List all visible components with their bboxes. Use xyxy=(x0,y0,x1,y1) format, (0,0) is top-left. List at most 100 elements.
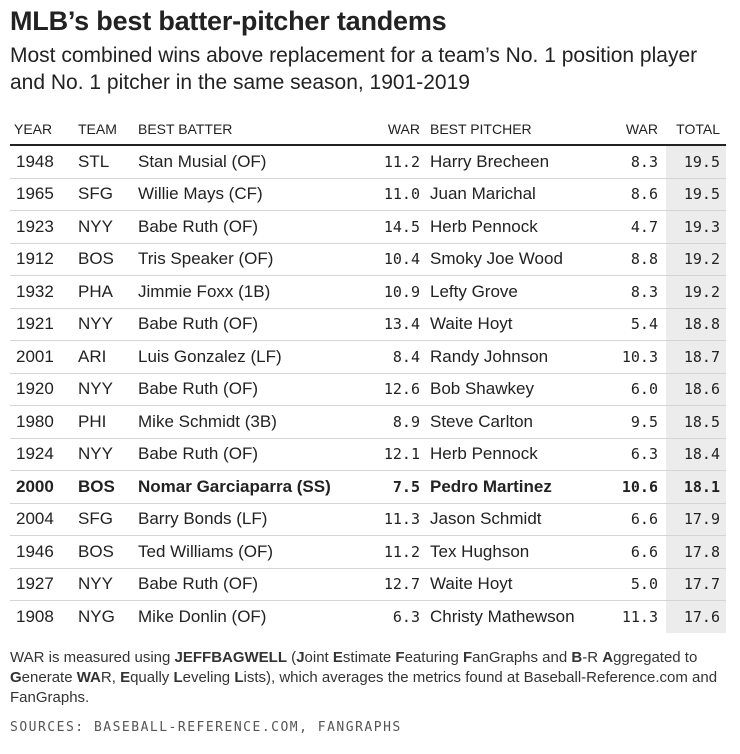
cell-team: NYY xyxy=(78,308,138,341)
footnote-text: ggregated to xyxy=(613,649,698,666)
cell-pitcher-war: 6.3 xyxy=(602,438,666,471)
cell-batter-war: 14.5 xyxy=(370,210,430,244)
cell-team: NYG xyxy=(78,606,115,626)
column-header-pitcher-war: WAR xyxy=(602,114,666,146)
cell-best-pitcher: Christy Mathewson xyxy=(430,606,575,626)
cell-pitcher-war: 11.3 xyxy=(621,607,658,626)
cell-total: 17.8 xyxy=(666,535,726,569)
cell-best-batter: Babe Ruth (OF) xyxy=(138,438,370,471)
cell-total: 19.2 xyxy=(666,243,726,276)
cell-pitcher-war: 10.3 xyxy=(602,340,666,374)
cell-team: ARI xyxy=(78,340,138,374)
cell-batter-war: 11.2 xyxy=(370,535,430,569)
cell-team: NYY xyxy=(78,568,138,601)
cell-batter-war: 12.7 xyxy=(370,568,430,601)
column-header-year: YEAR xyxy=(10,114,78,146)
cell-year: 1924 xyxy=(10,438,78,471)
cell-year: 1921 xyxy=(10,308,78,341)
cell-total: 18.6 xyxy=(666,373,726,406)
table-row: 1932 PHA Jimmie Foxx (1B) 10.9 Lefty Grove 8.… xyxy=(10,275,726,309)
cell-year: 1920 xyxy=(10,373,78,406)
cell-best-pitcher: Harry Brecheen xyxy=(430,145,602,179)
footnote-text: enerate xyxy=(21,669,77,686)
cell-best-batter: Babe Ruth (OF) xyxy=(138,373,370,406)
footnote-emphasis: JEFFBAGWELL xyxy=(174,649,288,666)
chart-title: MLB’s best batter-pitcher tandems xyxy=(10,6,447,36)
cell-best-pitcher: Smoky Joe Wood xyxy=(430,243,602,276)
footnote-emphasis: J xyxy=(296,649,305,666)
table-row: 1927 NYY Babe Ruth (OF) 12.7 Waite Hoyt 5.0 17… xyxy=(10,568,726,601)
cell-total: 19.3 xyxy=(666,210,726,244)
footnote-emphasis: E xyxy=(332,649,343,666)
header-row: YEAR TEAM BEST BATTER WAR BEST PITCHER W… xyxy=(10,114,726,146)
cell-team: PHI xyxy=(78,405,138,439)
cell-best-pitcher: Herb Pennock xyxy=(430,210,602,244)
footnote-emphasis: WA xyxy=(76,669,101,686)
cell-pitcher-war: 8.8 xyxy=(602,243,666,276)
cell-team: PHA xyxy=(78,275,138,309)
cell-team: SFG xyxy=(78,503,138,536)
cell-batter-war: 10.9 xyxy=(370,275,430,309)
cell-team: BOS xyxy=(78,535,138,569)
cell-pitcher-war: 6.6 xyxy=(602,535,666,569)
cell-year: 1948 xyxy=(10,145,78,179)
table-row: 1923 NYY Babe Ruth (OF) 14.5 Herb Pennock 4.7… xyxy=(10,210,726,244)
cell-best-batter: Babe Ruth (OF) xyxy=(138,568,370,601)
cell-total: 19.2 xyxy=(666,275,726,309)
cell-pitcher-war: 9.5 xyxy=(602,405,666,439)
cell-year: 1927 xyxy=(10,568,78,601)
footnote: WAR is measured using JEFFBAGWELL (Joint… xyxy=(10,648,728,708)
cell-best-pitcher: Tex Hughson xyxy=(430,535,602,569)
cell-total: 17.7 xyxy=(666,568,726,601)
table-row: 1920 NYY Babe Ruth (OF) 12.6 Bob Shawkey 6.0 1… xyxy=(10,373,726,406)
cell-best-pitcher: Lefty Grove xyxy=(430,275,602,309)
cell-best-pitcher: Bob Shawkey xyxy=(430,373,602,406)
table-row: 1980 PHI Mike Schmidt (3B) 8.9 Steve Carlton… xyxy=(10,405,726,439)
cell-total: 18.1 xyxy=(666,470,726,504)
cell-best-batter: Mike Donlin (OF) xyxy=(138,606,267,626)
cell-team: NYY xyxy=(78,438,138,471)
footnote-text: anGraphs and xyxy=(472,649,572,666)
footnote-text: -R xyxy=(582,649,603,666)
cell-year: 2000 xyxy=(10,470,78,504)
cell-pitcher-war: 8.3 xyxy=(602,275,666,309)
footnote-text: ists), which averages the metrics found … xyxy=(10,669,718,706)
table-row: 2000 BOS Nomar Garciaparra (SS) 7.5 Pedro Ma… xyxy=(10,470,726,504)
cell-best-batter: Ted Williams (OF) xyxy=(138,535,370,569)
cell-best-pitcher: Randy Johnson xyxy=(430,340,602,374)
footnote-emphasis: B xyxy=(571,649,583,666)
cell-year: 1980 xyxy=(10,405,78,439)
footnote-text: WAR is measured using xyxy=(10,649,175,666)
cell-team: NYY xyxy=(78,373,138,406)
cell-total: 18.5 xyxy=(666,405,726,439)
chart-subtitle: Most combined wins above replacement for… xyxy=(10,44,698,94)
cell-year: 2004 xyxy=(10,503,78,536)
cell-best-pitcher: Jason Schmidt xyxy=(430,503,602,536)
cell-best-pitcher: Waite Hoyt xyxy=(430,308,602,341)
column-header-best-pitcher: BEST PITCHER xyxy=(430,114,602,146)
cell-best-pitcher: Waite Hoyt xyxy=(430,568,602,601)
table-row: 2004 SFG Barry Bonds (LF) 11.3 Jason Schmidt… xyxy=(10,503,726,536)
table-row: 1912 BOS Tris Speaker (OF) 10.4 Smoky Joe Wo… xyxy=(10,243,726,276)
column-header-team: TEAM xyxy=(78,114,138,146)
cell-best-batter: Tris Speaker (OF) xyxy=(138,243,370,276)
cell-batter-war: 8.9 xyxy=(370,405,430,439)
cell-batter-war: 12.6 xyxy=(370,373,430,406)
cell-pitcher-war: 10.6 xyxy=(602,470,666,504)
tandems-table: YEAR TEAM BEST BATTER WAR BEST PITCHER W… xyxy=(10,114,726,633)
cell-pitcher-war: 6.6 xyxy=(602,503,666,536)
cell-total: 19.5 xyxy=(666,178,726,211)
cell-total: 18.4 xyxy=(666,438,726,471)
cell-batter-war: 11.2 xyxy=(370,145,430,179)
cell-best-pitcher: Juan Marichal xyxy=(430,178,602,211)
cell-pitcher-war: 8.3 xyxy=(602,145,666,179)
footnote-text: stimate xyxy=(342,649,396,666)
table-row: 1908 NYG Mike Donlin (OF) 6.3 Christy Mathew… xyxy=(10,600,726,633)
cell-year: 1965 xyxy=(10,178,78,211)
cell-batter-war: 11.0 xyxy=(370,178,430,211)
footnote-emphasis: F xyxy=(395,649,405,666)
cell-best-batter: Mike Schmidt (3B) xyxy=(138,405,370,439)
cell-best-batter: Luis Gonzalez (LF) xyxy=(138,340,370,374)
cell-best-batter: Jimmie Foxx (1B) xyxy=(138,275,370,309)
cell-best-pitcher: Herb Pennock xyxy=(430,438,602,471)
